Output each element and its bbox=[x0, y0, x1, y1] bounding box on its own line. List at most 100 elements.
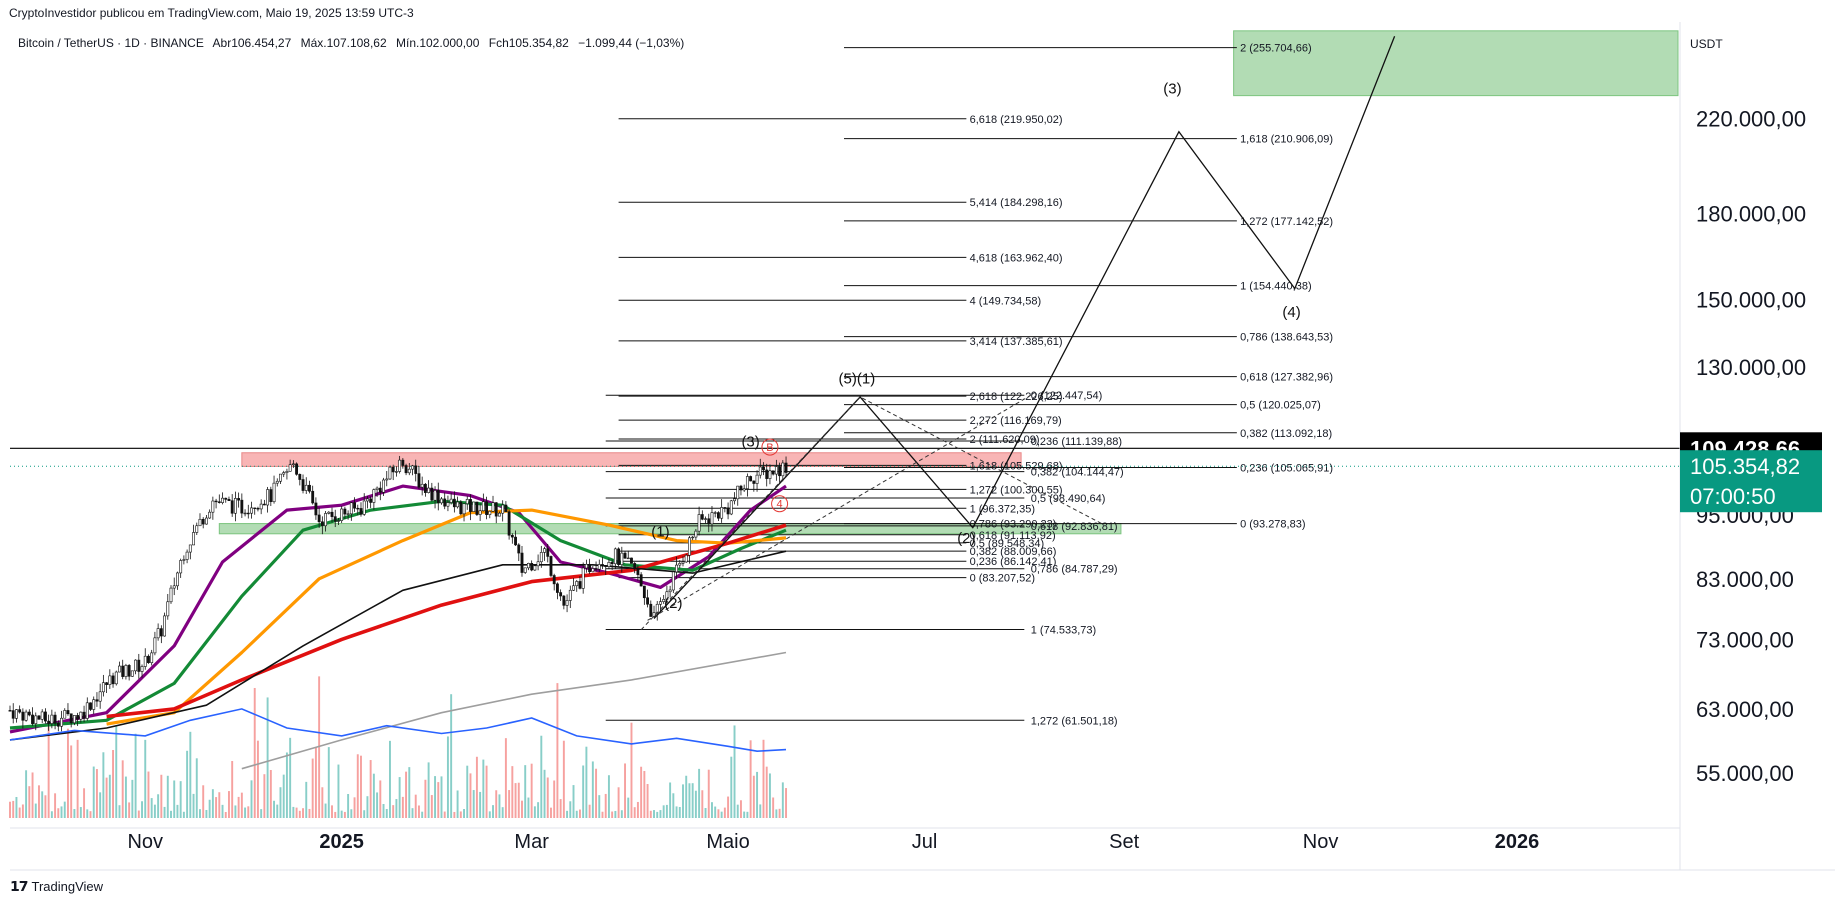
volume-bar bbox=[44, 795, 47, 818]
volume-bar bbox=[240, 792, 243, 818]
volume-bar bbox=[173, 780, 176, 818]
volume-bar bbox=[199, 809, 201, 818]
candle-body bbox=[118, 665, 121, 673]
candle-body bbox=[224, 497, 228, 500]
candle-body bbox=[92, 699, 96, 710]
volume-bar bbox=[211, 789, 214, 818]
volume-bar bbox=[266, 697, 269, 818]
candle-body bbox=[481, 501, 485, 512]
volume-bar bbox=[488, 811, 491, 818]
candle-body bbox=[188, 544, 192, 553]
volume-bar bbox=[372, 773, 375, 818]
volume-bar bbox=[595, 768, 598, 818]
candle-body bbox=[610, 562, 614, 565]
volume-bar bbox=[331, 805, 333, 818]
candle-body bbox=[485, 501, 488, 515]
volume-bar bbox=[588, 804, 591, 818]
volume-bar bbox=[540, 735, 543, 818]
volume-bar bbox=[218, 792, 221, 818]
fib-level-b-label: 0,5 (98.490,64) bbox=[1031, 493, 1106, 505]
candle-body bbox=[581, 567, 585, 589]
tradingview-brand[interactable]: 𝟭𝟳 TradingView bbox=[10, 878, 103, 895]
volume-bar bbox=[649, 810, 652, 818]
y-tick-label: 220.000,00 bbox=[1696, 107, 1806, 132]
candle-body bbox=[678, 563, 682, 566]
wave-label: (3) bbox=[1163, 81, 1181, 98]
volume-bar bbox=[485, 765, 488, 818]
candle-body bbox=[623, 552, 627, 559]
candle-body bbox=[366, 498, 369, 502]
candle-body bbox=[105, 682, 109, 685]
volume-bar bbox=[772, 797, 775, 818]
candle-body bbox=[636, 568, 640, 575]
zones-layer bbox=[218, 30, 1679, 535]
candle-body bbox=[291, 463, 295, 466]
fib-level-c-label: 2 (255.704,66) bbox=[1240, 43, 1312, 55]
candle-body bbox=[85, 702, 89, 719]
volume-bar bbox=[160, 774, 163, 818]
volume-bar bbox=[376, 792, 379, 818]
symbol-name[interactable]: Bitcoin / TetherUS · 1D · BINANCE bbox=[18, 36, 204, 50]
candle-body bbox=[304, 484, 308, 491]
candle-body bbox=[472, 501, 476, 512]
candle-body bbox=[359, 508, 363, 515]
candle-body bbox=[716, 512, 720, 519]
candle-body bbox=[221, 497, 224, 503]
volume-bar bbox=[311, 758, 314, 818]
candle-body bbox=[739, 485, 743, 491]
volume-bar bbox=[337, 764, 340, 818]
candle-body bbox=[662, 599, 666, 602]
fib-level-b-label: 0,382 (104.144,47) bbox=[1031, 467, 1124, 479]
candle-body bbox=[130, 670, 134, 677]
candle-body bbox=[72, 715, 76, 724]
candle-body bbox=[430, 487, 434, 501]
volume-bar bbox=[250, 780, 253, 818]
volume-bar bbox=[730, 756, 733, 818]
volume-bar bbox=[437, 782, 440, 818]
volume-bar bbox=[662, 805, 665, 818]
volume-bar bbox=[340, 810, 343, 818]
volume-bar bbox=[707, 769, 710, 818]
candle-body bbox=[597, 564, 601, 570]
candle-body bbox=[520, 552, 524, 573]
candle-body bbox=[24, 711, 28, 721]
candle-body bbox=[559, 592, 563, 597]
volume-bar bbox=[305, 781, 308, 818]
candle-body bbox=[295, 463, 299, 475]
indicator-line bbox=[9, 708, 787, 753]
candle-body bbox=[333, 516, 337, 522]
candle-body bbox=[736, 485, 740, 500]
volume-bar bbox=[591, 761, 594, 818]
volume-bar bbox=[698, 768, 701, 818]
volume-bar bbox=[434, 776, 437, 818]
volume-bar bbox=[121, 760, 124, 818]
volume-bar bbox=[208, 799, 211, 818]
volume-bar bbox=[546, 777, 549, 818]
volume-bar bbox=[38, 785, 40, 818]
candle-body bbox=[388, 466, 392, 480]
volume-bar bbox=[60, 806, 63, 818]
fib-level-a-label: 0,236 (86.142,41) bbox=[970, 556, 1057, 568]
volume-bar bbox=[569, 801, 572, 818]
candle-body bbox=[56, 723, 60, 727]
volume-bar bbox=[749, 740, 752, 818]
candle-body bbox=[240, 499, 244, 514]
circled-marker bbox=[771, 495, 789, 513]
candle-body bbox=[562, 595, 566, 606]
volume-bar bbox=[408, 767, 411, 818]
volume-bar bbox=[389, 740, 391, 818]
volume-bar bbox=[314, 747, 317, 818]
volume-bar bbox=[285, 752, 288, 818]
x-tick-label: Jul bbox=[912, 831, 938, 853]
volume-bar bbox=[128, 802, 131, 818]
candle-body bbox=[159, 628, 163, 637]
candle-body bbox=[301, 479, 305, 491]
volume-bar bbox=[195, 758, 198, 818]
volume-bar bbox=[401, 796, 404, 818]
volume-bar bbox=[269, 770, 272, 818]
wave-label: (2) bbox=[664, 595, 682, 612]
volume-bar bbox=[79, 807, 82, 818]
volume-bar bbox=[385, 809, 388, 818]
candle-body bbox=[420, 483, 424, 488]
